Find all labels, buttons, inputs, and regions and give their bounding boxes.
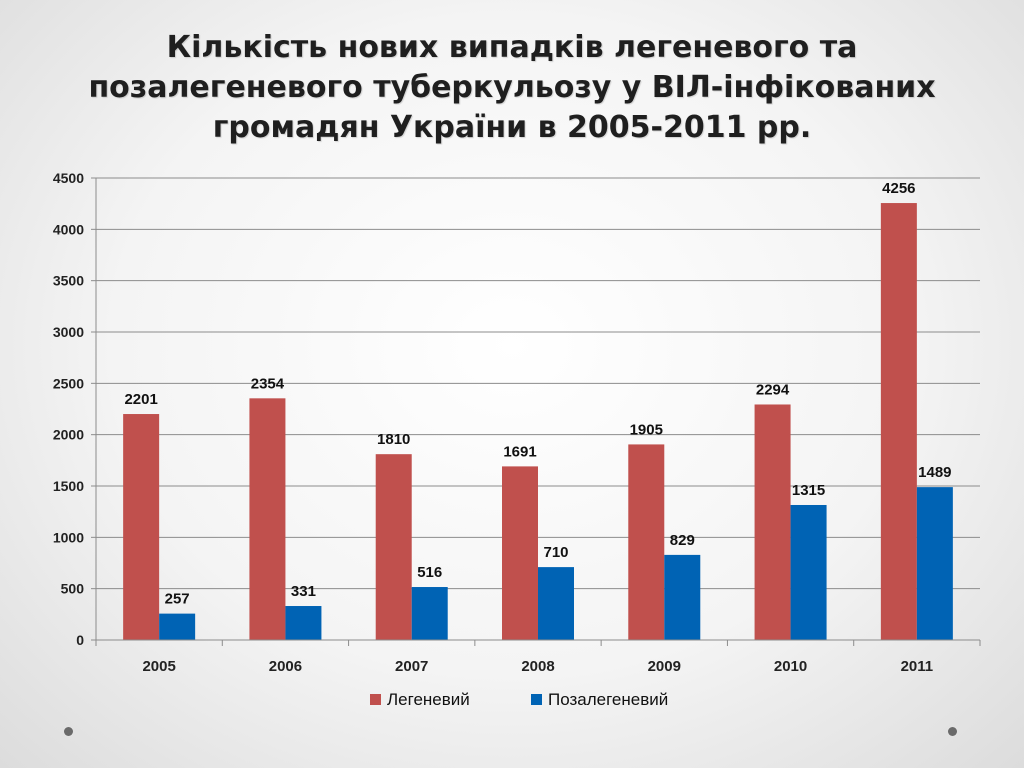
legend-swatch-extrapulmonary	[531, 694, 542, 705]
y-axis: 0 500 1000 1500 2000 2500 3000 3500 4000 4500	[53, 170, 97, 648]
x-tick-label-2006: 2006	[269, 658, 302, 675]
y-tick-label-3500: 3500	[53, 273, 84, 289]
x-tick-label-2007: 2007	[395, 658, 428, 675]
bar-pulmonary-2008	[502, 466, 538, 640]
bar-pulmonary-2007	[375, 454, 412, 640]
bar-extrapulmonary-2011	[916, 487, 953, 640]
title-line-2: позалегеневого туберкульозу у ВІЛ-інфіко…	[88, 70, 936, 105]
y-tick-label-3000: 3000	[53, 324, 84, 340]
bar-extrapulmonary-2006	[285, 606, 322, 640]
slide-decoration-dot-left	[64, 727, 73, 736]
data-label-pulmonary-2008: 1691	[503, 443, 536, 460]
bar-extrapulmonary-2007	[411, 587, 448, 640]
data-label-pulmonary-2006: 2354	[251, 375, 285, 392]
y-tick-label-2000: 2000	[53, 427, 84, 443]
legend-label-pulmonary: Легеневий	[387, 690, 470, 709]
bar-extrapulmonary-2008	[538, 567, 574, 640]
x-tick-label-2011: 2011	[901, 658, 934, 675]
bar-extrapulmonary-2005	[159, 613, 196, 640]
data-label-pulmonary-2005: 2201	[124, 391, 157, 408]
data-label-extrapulmonary-2006: 331	[291, 583, 316, 600]
slide-decoration-dot-right	[948, 727, 957, 736]
title-line-1: Кількість нових випадків легеневого та	[166, 30, 858, 65]
data-label-extrapulmonary-2010: 1315	[792, 482, 825, 499]
y-tick-label-500: 500	[61, 581, 85, 597]
data-label-pulmonary-2007: 1810	[377, 431, 410, 448]
bar-extrapulmonary-2009	[664, 554, 701, 640]
bar-extrapulmonary-2010	[790, 504, 827, 640]
x-tick-label-2010: 2010	[774, 658, 807, 675]
data-label-pulmonary-2009: 1905	[630, 421, 663, 438]
data-label-extrapulmonary-2005: 257	[165, 591, 190, 608]
x-tick-label-2008: 2008	[521, 658, 554, 675]
legend-swatch-pulmonary	[370, 694, 381, 705]
bar-pulmonary-2006	[249, 398, 286, 640]
y-tick-label-4500: 4500	[53, 170, 84, 186]
bars	[123, 203, 953, 640]
x-tick-label-2009: 2009	[648, 658, 681, 675]
data-label-extrapulmonary-2011: 1489	[918, 464, 951, 481]
data-label-pulmonary-2011: 4256	[882, 180, 915, 197]
y-tick-label-0: 0	[76, 632, 84, 648]
y-tick-label-4000: 4000	[53, 221, 84, 237]
y-tick-label-1500: 1500	[53, 478, 84, 494]
y-tick-label-1000: 1000	[53, 529, 84, 545]
legend-label-extrapulmonary: Позалегеневий	[548, 690, 668, 709]
slide-title: Кількість нових випадків легеневого та п…	[40, 28, 984, 148]
bar-pulmonary-2005	[123, 414, 160, 640]
y-tick-label-2500: 2500	[53, 375, 84, 391]
x-axis: 2005 2006 2007 2008 2009 2010 2011	[95, 639, 981, 675]
data-label-extrapulmonary-2008: 710	[543, 544, 568, 561]
data-label-pulmonary-2010: 2294	[756, 381, 790, 398]
bar-pulmonary-2011	[880, 203, 917, 640]
bar-pulmonary-2009	[628, 444, 665, 640]
data-labels: 2201 257 2354 331 1810 516 1691 710 1905 829 2294 1…	[124, 180, 951, 608]
title-line-3: громадян України в 2005-2011 рр.	[212, 110, 812, 145]
legend: Легеневий Позалегеневий	[370, 690, 668, 709]
x-tick-label-2005: 2005	[142, 658, 175, 675]
data-label-extrapulmonary-2007: 516	[417, 564, 442, 581]
bar-pulmonary-2010	[754, 404, 791, 640]
data-label-extrapulmonary-2009: 829	[670, 532, 695, 549]
